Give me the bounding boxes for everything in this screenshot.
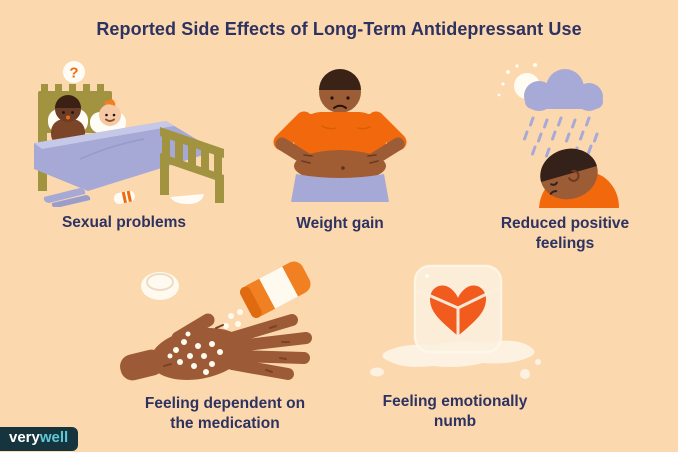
logo-very: very — [9, 428, 40, 446]
label-line: Feeling dependent on — [144, 395, 306, 412]
pills-on-hand — [167, 331, 223, 375]
label-line: Feeling emotionally — [382, 393, 528, 410]
logo-well: well — [39, 428, 69, 446]
label-line: Reduced positive — [500, 215, 630, 232]
label-line: Weight gain — [296, 215, 384, 232]
pants — [291, 174, 389, 202]
frown-mouth — [333, 104, 347, 109]
item-label: Feeling emotionally numb — [383, 392, 528, 432]
bottle-opening — [239, 286, 262, 319]
closed-eye — [550, 181, 558, 186]
fingers — [171, 313, 312, 380]
ear — [568, 169, 580, 182]
pants — [43, 188, 86, 203]
hair — [319, 69, 361, 90]
water-droplet — [520, 369, 530, 379]
item-reduced-positive-feelings: Reduced positive feelings — [477, 62, 653, 254]
sock — [113, 190, 135, 205]
label-line: Sexual problems — [61, 214, 187, 231]
item-label: Weight gain — [296, 214, 384, 234]
water-droplet — [535, 359, 541, 365]
couple-in-bed-illustration: ? — [34, 61, 224, 207]
frozen-heart-illustration — [370, 264, 541, 379]
footboard — [160, 127, 224, 203]
raindrops — [523, 116, 599, 158]
underwear — [170, 194, 204, 204]
label-line: the medication — [170, 415, 280, 433]
hair — [540, 148, 597, 182]
item-sexual-problems: ? — [18, 57, 230, 233]
sad-mouth — [549, 190, 558, 195]
item-weight-gain: Weight gain — [252, 62, 428, 234]
discarded-clothes — [43, 188, 204, 207]
rain-cloud — [524, 69, 603, 111]
item-label: Feeling dependent on the medication — [145, 394, 305, 434]
cube-seams — [416, 286, 500, 350]
belly — [294, 150, 386, 182]
label-line: feelings — [535, 235, 595, 253]
question-mark: ? — [69, 65, 78, 82]
item-emotionally-numb: Feeling emotionally numb — [357, 258, 553, 432]
knuckle-creases — [163, 324, 290, 373]
item-label: Sexual problems — [62, 213, 186, 233]
rain-cloud-illustration — [497, 63, 619, 208]
navel — [341, 166, 345, 170]
item-label: Reduced positive feelings — [501, 214, 629, 254]
person-light-skin — [99, 98, 121, 126]
bottle-cap — [141, 272, 179, 300]
page-title: Reported Side Effects of Long-Term Antid… — [96, 19, 582, 39]
weight-gain-illustration — [273, 69, 407, 202]
bowed-head — [540, 148, 598, 200]
verywell-logo: verywell — [0, 426, 79, 451]
pill-bottle — [239, 261, 311, 319]
hand — [120, 313, 312, 381]
label-line: numb — [433, 413, 477, 431]
shirt-hem — [296, 114, 384, 158]
pills-into-hand-illustration — [120, 261, 312, 381]
bottle-label — [259, 266, 299, 309]
item-feeling-dependent: Feeling dependent on the medication — [117, 256, 333, 434]
head — [319, 69, 361, 113]
arms — [273, 111, 407, 166]
water-droplet — [370, 367, 384, 377]
